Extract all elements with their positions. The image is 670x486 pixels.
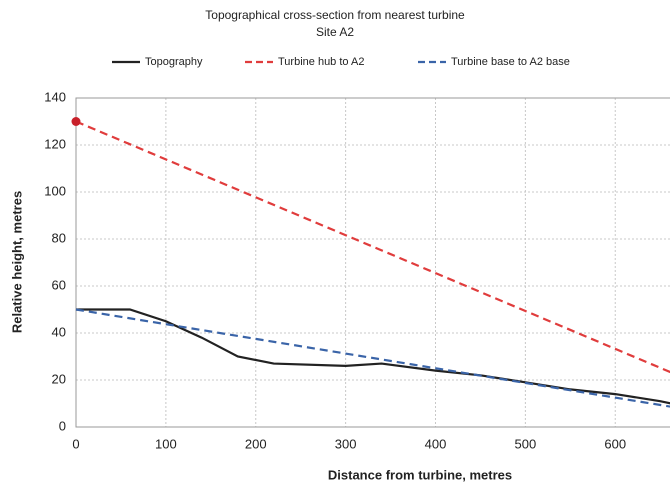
x-tick-label: 400 <box>425 436 447 451</box>
legend-label: Turbine hub to A2 <box>278 56 364 68</box>
y-tick-label: 140 <box>44 89 66 104</box>
series-line <box>76 308 670 405</box>
y-tick-label: 80 <box>52 230 66 245</box>
y-tick-label: 20 <box>52 371 66 386</box>
x-tick-label: 500 <box>515 436 537 451</box>
series-line <box>75 308 670 408</box>
y-tick-label: 100 <box>44 183 66 198</box>
legend-label: Turbine base to A2 base <box>451 56 570 68</box>
y-axis-title: Relative height, metres <box>9 191 24 333</box>
point-marker <box>71 117 81 126</box>
y-tick-label: 120 <box>44 136 66 151</box>
y-tick-label: 0 <box>59 418 66 433</box>
x-tick-label: 200 <box>245 436 267 451</box>
x-tick-label: 300 <box>335 436 357 451</box>
chart-title: Topographical cross-section from nearest… <box>205 8 465 22</box>
x-tick-label: 600 <box>604 436 626 451</box>
y-tick-label: 60 <box>52 277 66 292</box>
chart-subtitle: Site A2 <box>316 25 354 39</box>
y-tick-label: 40 <box>52 324 66 339</box>
x-tick-label: 100 <box>155 436 177 451</box>
series-line <box>75 120 670 374</box>
x-axis-title: Distance from turbine, metres <box>328 467 512 482</box>
plot-border <box>75 97 670 428</box>
x-tick-label: 0 <box>72 436 79 451</box>
legend-label: Topography <box>145 56 203 68</box>
